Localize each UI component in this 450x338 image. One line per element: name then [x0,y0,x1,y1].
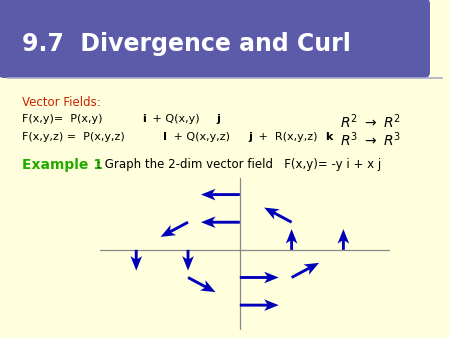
Text: $R^{2}\ \rightarrow\ R^{2}$: $R^{2}\ \rightarrow\ R^{2}$ [340,112,401,130]
Text: Vector Fields:: Vector Fields: [22,96,101,109]
Text: $R^{3}\ \rightarrow\ R^{3}$: $R^{3}\ \rightarrow\ R^{3}$ [340,130,401,149]
Text: j: j [216,114,220,124]
Text: j: j [248,132,252,142]
Text: i: i [142,114,146,124]
Text: + Q(x,y): + Q(x,y) [149,114,203,124]
FancyBboxPatch shape [0,0,430,78]
Text: + Q(x,y,z): + Q(x,y,z) [170,132,234,142]
Text: F(x,y,z) =  P(x,y,z): F(x,y,z) = P(x,y,z) [22,132,128,142]
Text: +  R(x,y,z): + R(x,y,z) [255,132,321,142]
Text: 9.7  Divergence and Curl: 9.7 Divergence and Curl [22,32,351,56]
Text: I: I [163,132,167,142]
Text: Example 1: Example 1 [22,158,103,172]
Text: k: k [325,132,333,142]
Text: F(x,y)=  P(x,y): F(x,y)= P(x,y) [22,114,106,124]
Text: : Graph the 2-dim vector field   F(x,y)= -y i + x j: : Graph the 2-dim vector field F(x,y)= -… [97,158,381,171]
